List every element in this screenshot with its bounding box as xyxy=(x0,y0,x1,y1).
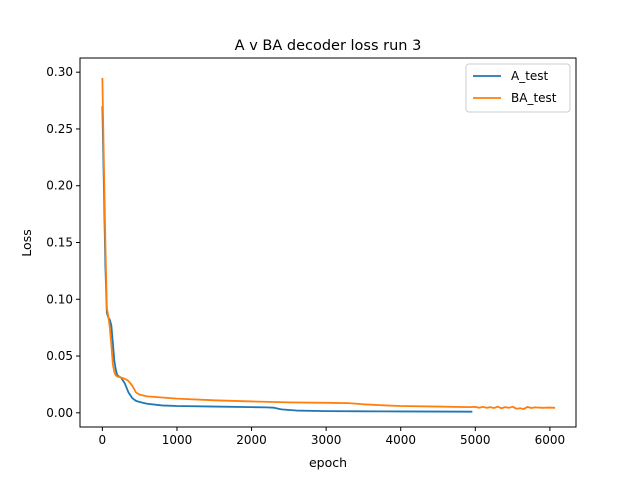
x-tick-label: 5000 xyxy=(460,433,491,447)
y-tick-label: 0.00 xyxy=(46,406,73,420)
x-tick-label: 3000 xyxy=(311,433,342,447)
series-line-a-test xyxy=(101,106,473,413)
y-tick-label: 0.15 xyxy=(46,236,73,250)
y-axis-label: Loss xyxy=(19,229,34,256)
series-layer xyxy=(101,77,556,413)
x-tick-label: 1000 xyxy=(162,433,193,447)
x-tick-label: 2000 xyxy=(236,433,267,447)
y-tick-label: 0.30 xyxy=(46,65,73,79)
x-tick-label: 6000 xyxy=(535,433,566,447)
y-tick-label: 0.05 xyxy=(46,349,73,363)
chart-title: A v BA decoder loss run 3 xyxy=(235,38,422,54)
x-axis-label: epoch xyxy=(309,455,347,470)
legend-label-a-test: A_test xyxy=(511,69,549,83)
x-tick-label: 0 xyxy=(99,433,107,447)
legend: A_test BA_test xyxy=(465,63,571,113)
y-tick-label: 0.20 xyxy=(46,179,73,193)
y-tick-label: 0.10 xyxy=(46,292,73,306)
legend-label-ba-test: BA_test xyxy=(511,91,557,105)
y-axis-ticks: 0.00 0.05 0.10 0.15 0.20 0.25 0.30 xyxy=(46,65,80,420)
x-tick-label: 4000 xyxy=(385,433,416,447)
y-tick-label: 0.25 xyxy=(46,122,73,136)
x-axis-ticks: 0 1000 2000 3000 4000 5000 6000 xyxy=(99,427,566,447)
series-line-ba-test xyxy=(101,77,556,410)
